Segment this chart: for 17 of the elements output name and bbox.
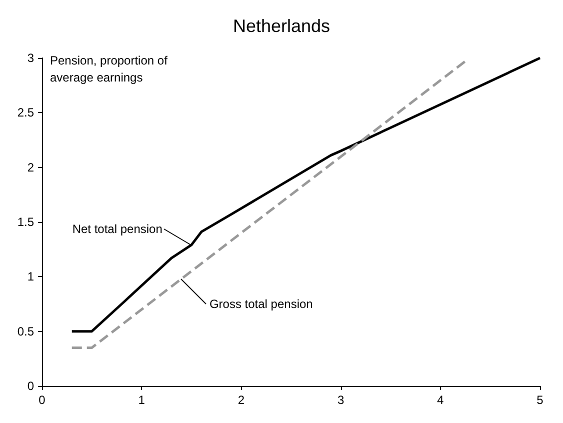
- x-tick-label: 4: [437, 393, 444, 407]
- y-tick-label: 2: [27, 160, 34, 174]
- text: Gross total pension: [209, 296, 313, 311]
- x-tick-label: 0: [38, 393, 46, 407]
- x-tick-label: 5: [536, 393, 544, 407]
- y-tick-label: 2.5: [17, 106, 34, 120]
- x-tick-label: 3: [337, 393, 344, 407]
- chart-title: Netherlands: [232, 16, 330, 36]
- y-tick-label: 1.5: [17, 215, 34, 229]
- y-tick-label: 1: [27, 270, 34, 284]
- x-tick-label: 2: [238, 393, 245, 407]
- x-tick-label: 1: [138, 393, 146, 407]
- legend-label: Net total pension: [72, 222, 162, 236]
- y-tick-label: 0: [27, 379, 34, 393]
- y-axis-title: Pension, proportion of average earnings: [50, 54, 171, 84]
- y-tick-label: 0.5: [17, 324, 34, 338]
- y-tick-label: 3: [27, 51, 34, 65]
